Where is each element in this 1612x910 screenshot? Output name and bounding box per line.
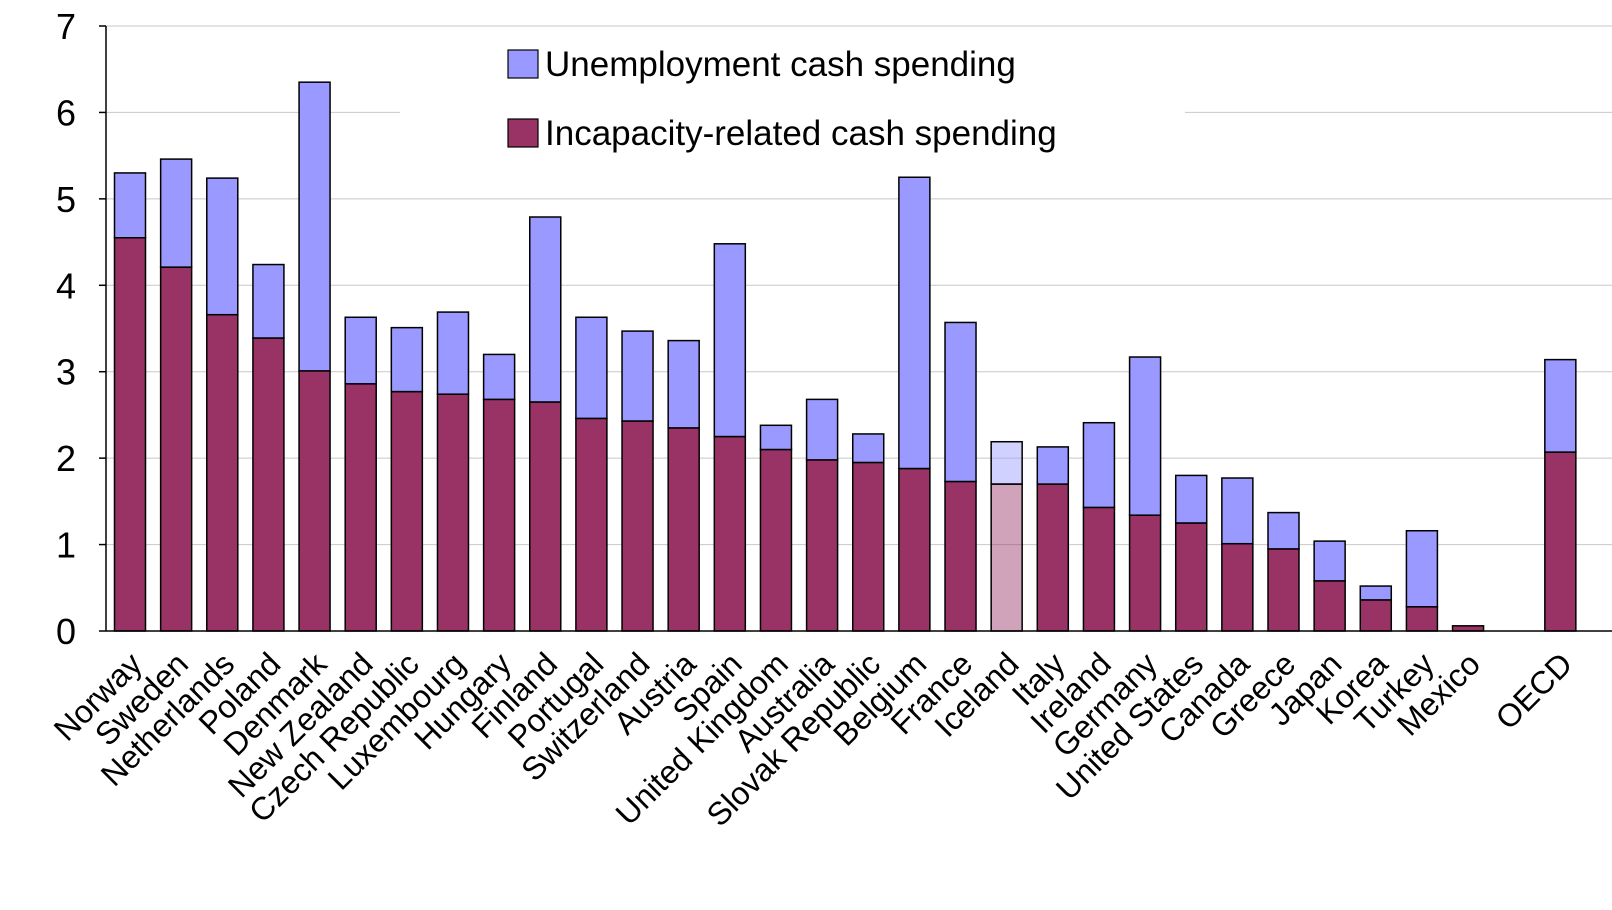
bar-incapacity (851, 461, 885, 632)
bar-unemployment (1128, 356, 1162, 516)
bar-incapacity (1405, 606, 1439, 632)
y-tick-label: 5 (56, 179, 76, 220)
bar-unemployment (621, 330, 654, 422)
bar-unemployment (159, 158, 193, 268)
bar-incapacity (344, 383, 377, 632)
y-tick-label: 6 (56, 92, 76, 133)
bar-incapacity (713, 435, 747, 632)
y-tick-label: 0 (56, 611, 76, 652)
y-tick-label: 3 (56, 352, 76, 393)
bar-incapacity (898, 467, 931, 632)
bar-incapacity (1221, 542, 1254, 632)
bar-unemployment (1036, 446, 1070, 485)
bar-incapacity (1174, 522, 1208, 632)
bar-unemployment (944, 321, 977, 483)
bar-incapacity (298, 370, 331, 632)
bar-unemployment (1544, 358, 1577, 453)
bar-incapacity (575, 417, 608, 632)
bar-unemployment (390, 326, 424, 393)
bar-incapacity (206, 313, 239, 632)
bar-unemployment (759, 424, 793, 451)
bar-incapacity (159, 266, 193, 632)
bar-unemployment (1174, 474, 1208, 524)
bar-incapacity (390, 390, 424, 632)
bar-incapacity (1313, 580, 1346, 632)
bar-incapacity (482, 398, 516, 632)
y-tick-label: 4 (56, 265, 76, 306)
y-tick-label: 1 (56, 525, 76, 566)
bars (113, 81, 1577, 632)
bar-incapacity (1451, 625, 1485, 632)
bar-incapacity (1036, 483, 1070, 632)
legend-label-unemployment: Unemployment cash spending (545, 45, 1016, 84)
bar-incapacity (529, 401, 562, 632)
axes (99, 25, 1612, 632)
bar-unemployment (1267, 511, 1300, 550)
bar-unemployment (1359, 585, 1393, 601)
bar-unemployment (990, 440, 1023, 485)
bar-unemployment (482, 353, 516, 401)
y-tick-label: 2 (56, 438, 76, 479)
bar-unemployment (805, 398, 839, 461)
bar-unemployment (575, 316, 608, 420)
bar-unemployment (898, 176, 931, 470)
bar-unemployment (851, 433, 885, 464)
bar-incapacity (990, 483, 1023, 632)
bar-incapacity (759, 448, 793, 632)
bar-incapacity (436, 393, 470, 632)
bar-unemployment (1405, 529, 1439, 608)
y-tick-label: 7 (56, 6, 76, 47)
bar-unemployment (713, 243, 747, 438)
x-category-label: OECD (1488, 645, 1579, 736)
bar-incapacity (805, 459, 839, 632)
bar-unemployment (344, 316, 377, 385)
bar-unemployment (529, 216, 562, 403)
bar-unemployment (667, 339, 700, 429)
legend: Unemployment cash spending Incapacity-re… (400, 38, 1185, 168)
legend-swatch-unemployment (507, 49, 539, 79)
bar-incapacity (113, 237, 147, 632)
bar-incapacity (1544, 451, 1577, 632)
bar-incapacity (944, 480, 977, 632)
bar-incapacity (1128, 514, 1162, 632)
bar-incapacity (1267, 548, 1300, 632)
bar-unemployment (436, 311, 470, 395)
bar-unemployment (113, 172, 147, 239)
bar-incapacity (252, 337, 285, 632)
bar-incapacity (1082, 506, 1116, 632)
y-tick-labels: 0 1 2 3 4 5 6 7 (56, 6, 76, 652)
x-category-labels: NorwaySwedenNetherlandsPolandDenmarkNew … (47, 645, 1579, 833)
legend-swatch-incapacity (507, 118, 539, 148)
bar-incapacity (667, 427, 700, 632)
bar-unemployment (1221, 477, 1254, 545)
bar-unemployment (252, 263, 285, 339)
bar-incapacity (1359, 599, 1393, 632)
legend-label-incapacity: Incapacity-related cash spending (545, 114, 1057, 153)
bar-unemployment (1313, 540, 1346, 582)
bar-unemployment (1082, 421, 1116, 509)
bar-unemployment (298, 81, 331, 372)
bar-unemployment (206, 177, 239, 316)
bar-incapacity (621, 420, 654, 632)
